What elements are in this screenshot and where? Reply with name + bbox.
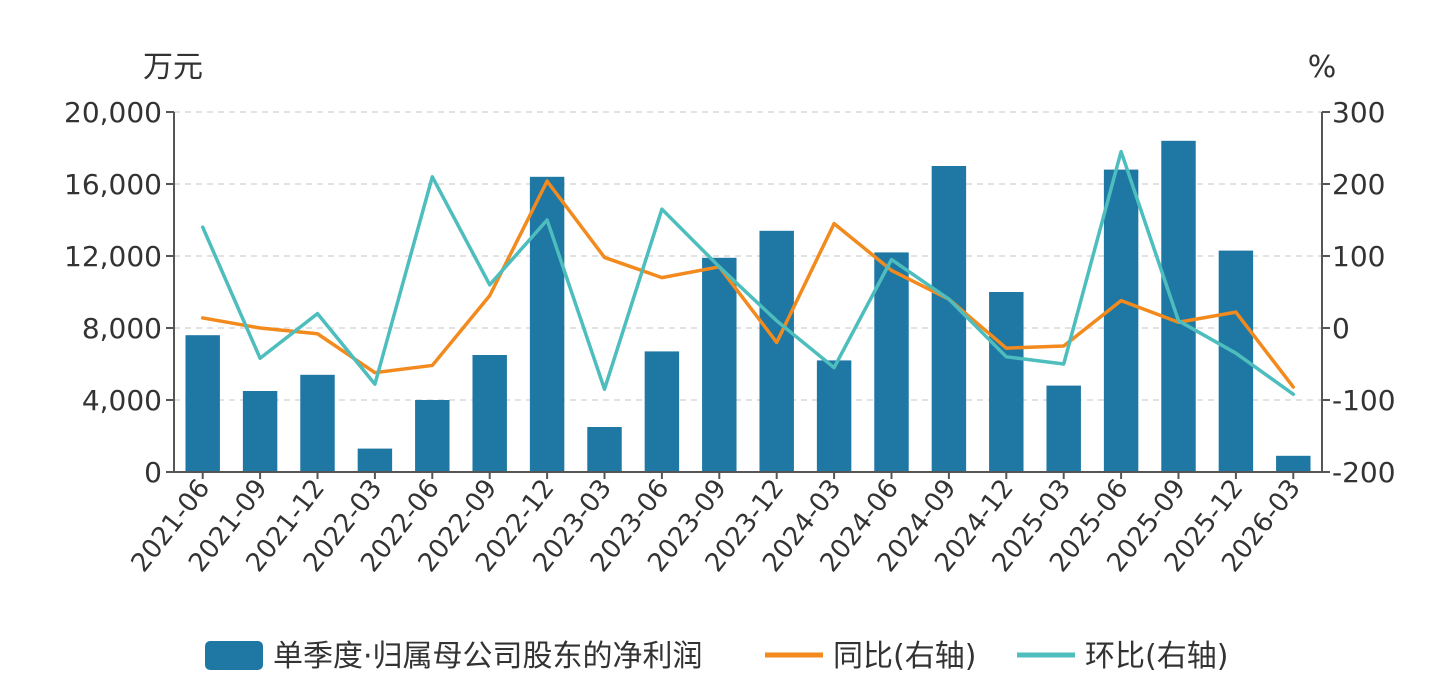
legend-item-bar: 单季度·归属母公司股东的净利润 xyxy=(205,639,703,674)
bar-2022-06 xyxy=(415,400,450,472)
y-right-tick-label: 100 xyxy=(1332,240,1385,273)
bar-2024-09 xyxy=(931,166,967,472)
legend-bar-label: 单季度·归属母公司股东的净利润 xyxy=(273,639,703,674)
y-left-tick-label: 8,000 xyxy=(82,312,162,345)
bar-2023-03 xyxy=(587,427,622,472)
bar-2021-12 xyxy=(300,374,335,472)
bar-2026-03 xyxy=(1276,455,1311,472)
bar-2023-09 xyxy=(702,257,737,472)
line-series-qoq xyxy=(200,149,1296,396)
y-left-unit-label: 万元 xyxy=(143,50,203,85)
legend-qoq-label: 环比(右轴) xyxy=(1085,639,1228,674)
y-left-tick-label: 4,000 xyxy=(82,384,162,417)
y-right-tick-label: -200 xyxy=(1332,456,1396,489)
bar-layer xyxy=(185,140,1311,473)
bar-2021-06 xyxy=(185,335,220,472)
legend-item-yoy: 同比(右轴) xyxy=(765,639,976,674)
line-layer xyxy=(200,149,1296,396)
bar-2025-06 xyxy=(1103,169,1139,472)
line-series-yoy xyxy=(200,179,1296,389)
y-right-unit-label: % xyxy=(1308,50,1337,85)
legend-item-qoq: 环比(右轴) xyxy=(1017,639,1228,674)
y-right-tick-label: 300 xyxy=(1332,96,1385,129)
bar-2024-03 xyxy=(816,360,852,472)
y-left-tick-label: 0 xyxy=(144,456,162,489)
bar-2021-09 xyxy=(242,391,278,472)
bar-2022-09 xyxy=(472,355,507,472)
y-right-tick-label: 0 xyxy=(1332,312,1350,345)
legend: 单季度·归属母公司股东的净利润 同比(右轴) 环比(右轴) xyxy=(205,639,1228,674)
bar-2024-06 xyxy=(874,252,909,472)
bar-2023-06 xyxy=(644,351,680,472)
legend-bar-swatch xyxy=(205,641,263,670)
bar-2022-12 xyxy=(529,176,565,473)
bar-2023-12 xyxy=(759,230,794,472)
y-left-tick-label: 20,000 xyxy=(64,96,162,129)
bar-2022-03 xyxy=(357,448,393,472)
y-left-tick-label: 16,000 xyxy=(64,168,162,201)
bar-2025-09 xyxy=(1161,140,1196,473)
y-right-tick-label: -100 xyxy=(1332,384,1396,417)
y-right-tick-label: 200 xyxy=(1332,168,1385,201)
legend-yoy-label: 同比(右轴) xyxy=(833,639,976,674)
grid-layer xyxy=(174,111,1322,401)
bar-2024-12 xyxy=(989,292,1024,472)
y-left-tick-label: 12,000 xyxy=(64,240,162,273)
bar-2025-03 xyxy=(1046,385,1081,472)
